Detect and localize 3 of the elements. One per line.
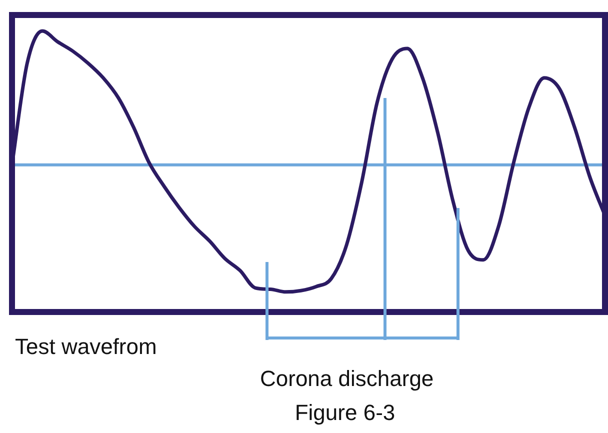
- text: Corona discharge: [260, 366, 434, 392]
- text: Test wavefrom: [15, 334, 157, 360]
- caption: Figure 6-3: [294, 400, 396, 426]
